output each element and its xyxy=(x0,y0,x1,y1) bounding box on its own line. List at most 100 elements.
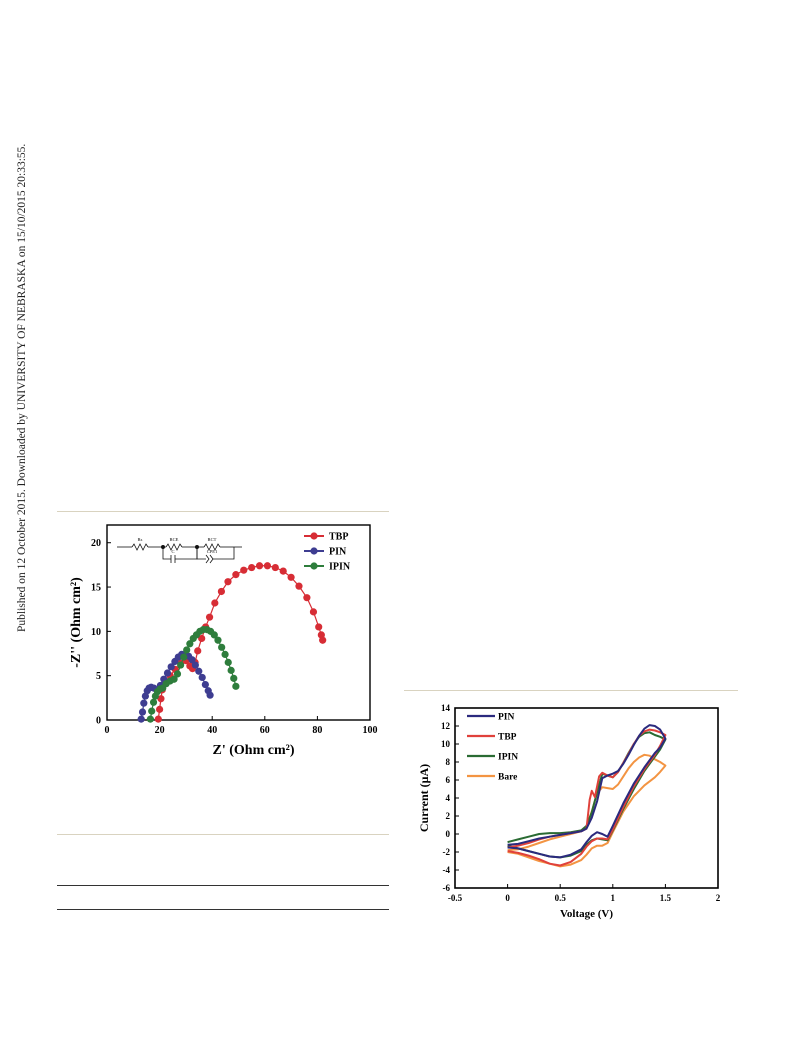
publication-note-text: Published on 12 October 2015. Downloaded… xyxy=(16,143,28,632)
legend-label: Bare xyxy=(498,773,517,783)
cpe-symbol xyxy=(205,554,210,564)
data-point-tbp xyxy=(211,599,219,607)
data-point-ipin xyxy=(232,682,240,690)
x-tick-label: 60 xyxy=(260,725,270,736)
circuit-label: C xyxy=(171,549,174,554)
cyclic-voltammogram: -0.5 0 0.5 1 1.5 2 -6 -4 -2 0 2 4 6 8 10 12 14 Voltage (V… xyxy=(417,703,721,920)
resistor-rs-symbol xyxy=(131,543,149,551)
voltammetry-figure: -0.5 0 0.5 1 1.5 2 -6 -4 -2 0 2 4 6 8 10 12 14 Voltage (V… xyxy=(405,695,735,930)
legend-label: TBP xyxy=(329,532,348,543)
x-tick-label: 1 xyxy=(611,893,616,903)
x-tick-label: 0 xyxy=(105,725,110,736)
data-point-ipin xyxy=(230,674,238,682)
data-point-pin xyxy=(191,661,199,669)
data-point-ipin xyxy=(177,661,185,669)
data-point-tbp xyxy=(255,562,264,570)
data-point-tbp xyxy=(154,715,162,723)
legend-label: PIN xyxy=(498,713,515,723)
data-point-tbp xyxy=(194,647,202,655)
y-tick-label: -6 xyxy=(443,883,451,893)
y-tick-label: 10 xyxy=(441,739,451,749)
legend-label: IPIN xyxy=(329,562,351,573)
y-tick-label: 14 xyxy=(441,703,451,713)
data-point-tbp xyxy=(157,695,165,703)
y-tick-label: 8 xyxy=(446,757,451,767)
equivalent-circuit-inset xyxy=(117,543,242,564)
x-tick-label: 0.5 xyxy=(555,893,567,903)
y-tick-label: 6 xyxy=(446,775,451,785)
data-point-tbp xyxy=(240,566,248,574)
data-point-pin xyxy=(163,669,172,677)
y-tick-label: 5 xyxy=(96,671,101,682)
data-point-tbp xyxy=(224,578,232,586)
data-point-tbp xyxy=(248,563,256,572)
x-tick-label: 0 xyxy=(505,893,510,903)
data-point-pin xyxy=(188,656,196,664)
data-point-pin xyxy=(140,699,148,707)
y-tick-label: -4 xyxy=(443,865,451,875)
y-axis-label: -Z'' (Ohm cm²) xyxy=(69,577,84,668)
data-point-pin xyxy=(137,715,145,723)
y-tick-label: 15 xyxy=(91,583,101,594)
data-point-ipin xyxy=(224,658,232,666)
impedance-figure: 0 20 40 60 80 100 0 5 10 15 20 Z' (Ohm cm²) -Z'' (Oh… xyxy=(60,515,390,770)
data-point-tbp xyxy=(217,587,226,596)
x-tick-label: 40 xyxy=(207,725,217,736)
resistor-rce-symbol xyxy=(165,543,183,551)
data-point-pin xyxy=(138,708,147,716)
legend-label: TBP xyxy=(498,733,517,743)
legend-marker xyxy=(310,547,318,555)
data-point-tbp xyxy=(303,594,311,602)
circuit-label: RCT xyxy=(208,537,217,542)
data-point-tbp xyxy=(205,613,214,621)
data-point-ipin xyxy=(210,631,218,639)
y-tick-label: 10 xyxy=(91,627,101,638)
data-point-tbp xyxy=(287,573,295,581)
divider-right xyxy=(404,690,738,691)
divider-table-top xyxy=(57,885,389,886)
cpe-symbol xyxy=(209,554,214,564)
data-point-ipin xyxy=(183,646,191,654)
data-point-ipin xyxy=(186,640,194,648)
resistor-rct-symbol xyxy=(203,543,221,551)
data-point-ipin xyxy=(170,675,178,683)
data-point-ipin xyxy=(221,650,229,659)
data-point-pin xyxy=(198,673,206,682)
x-tick-label: 1.5 xyxy=(660,893,672,903)
data-point-pin xyxy=(201,680,209,689)
circuit-wire xyxy=(196,547,206,560)
x-axis-label: Voltage (V) xyxy=(560,908,613,920)
y-axis-label: Current (μA) xyxy=(417,764,431,832)
circuit-label: Rs xyxy=(138,537,143,542)
x-tick-label: 20 xyxy=(155,725,165,736)
data-point-ipin xyxy=(149,698,158,706)
data-point-pin xyxy=(195,667,203,675)
nyquist-plot: 0 20 40 60 80 100 0 5 10 15 20 Z' (Ohm cm²) -Z'' (Oh… xyxy=(69,524,378,758)
data-point-tbp xyxy=(279,567,287,575)
data-point-tbp xyxy=(271,563,279,572)
data-point-ipin xyxy=(227,666,235,674)
data-point-pin xyxy=(206,691,214,699)
data-point-ipin xyxy=(218,643,226,651)
y-tick-label: -2 xyxy=(443,847,451,857)
x-tick-label: -0.5 xyxy=(448,893,463,903)
circuit-label: CPE1 xyxy=(207,549,218,554)
legend-label: PIN xyxy=(329,547,347,558)
x-axis-label: Z' (Ohm cm²) xyxy=(213,743,295,758)
data-point-tbp xyxy=(315,623,323,631)
data-point-tbp xyxy=(198,634,206,643)
data-point-pin xyxy=(167,663,175,671)
y-tick-label: 20 xyxy=(91,538,101,549)
divider-top-left xyxy=(57,511,389,512)
plot-frame xyxy=(106,524,371,721)
data-point-tbp xyxy=(156,705,164,713)
y-tick-label: 4 xyxy=(446,793,451,803)
cv-curve-ipin xyxy=(507,731,667,859)
circuit-wire xyxy=(213,547,235,560)
data-point-tbp xyxy=(232,571,240,579)
divider-mid-left xyxy=(57,834,389,835)
data-point-ipin xyxy=(214,636,222,644)
circuit-wire xyxy=(162,547,171,560)
data-point-ipin xyxy=(148,707,156,715)
data-point-tbp xyxy=(319,636,327,644)
